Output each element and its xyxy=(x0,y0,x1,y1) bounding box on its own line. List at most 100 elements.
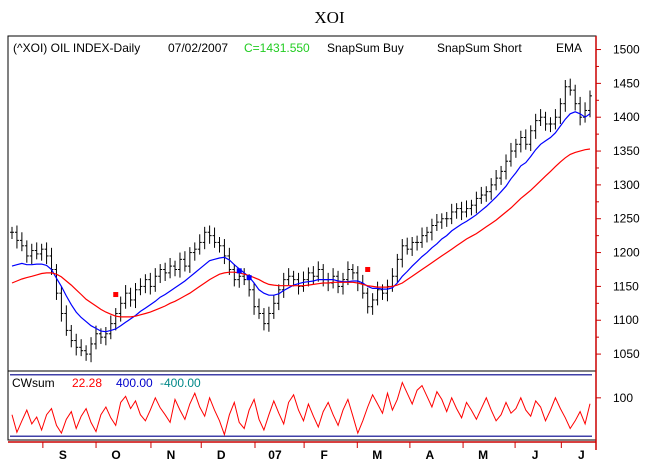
price-bar xyxy=(588,90,592,118)
page-title: XOI xyxy=(314,8,345,27)
price-bar xyxy=(316,261,321,282)
price-bar xyxy=(429,218,434,241)
cwsum-upper-value: 400.00 xyxy=(116,376,153,390)
price-tick-label: 1300 xyxy=(613,178,640,192)
price-bar xyxy=(257,298,262,319)
price-bar xyxy=(405,237,410,255)
price-bar xyxy=(153,268,158,292)
price-bar xyxy=(69,324,74,348)
price-bar xyxy=(103,327,108,346)
price-bar xyxy=(34,242,39,260)
price-tick-label: 1500 xyxy=(613,43,640,57)
price-bar xyxy=(494,170,499,191)
price-bar xyxy=(420,227,425,248)
price-bar xyxy=(143,274,148,294)
price-bar xyxy=(128,287,133,307)
price-bar xyxy=(563,79,568,112)
price-bar xyxy=(59,286,64,322)
price-tick-label: 1150 xyxy=(613,279,639,293)
price-bar xyxy=(173,260,178,277)
cwsum-label: CWsum xyxy=(12,376,55,390)
price-bar xyxy=(207,225,212,244)
price-bar xyxy=(197,234,202,255)
price-bar xyxy=(513,138,518,158)
price-bar xyxy=(400,239,405,268)
time-tick-label: A xyxy=(426,448,435,462)
price-bar xyxy=(573,84,578,111)
price-bar xyxy=(84,345,89,361)
price-bar xyxy=(133,283,138,309)
time-tick-label: O xyxy=(111,448,120,462)
price-bar xyxy=(424,226,429,243)
price-bar xyxy=(89,337,94,363)
price-bar xyxy=(365,287,370,314)
price-bar xyxy=(158,264,163,284)
price-bar xyxy=(375,281,380,306)
cwsum-axis-ticks: 100 xyxy=(596,391,633,405)
close-label: C=1431.550 xyxy=(244,41,310,55)
price-bar xyxy=(558,98,563,124)
price-bar xyxy=(528,125,533,152)
price-bar xyxy=(469,199,474,216)
signal-markers xyxy=(113,266,371,298)
price-bar-series xyxy=(10,78,592,363)
price-bar xyxy=(499,165,504,185)
price-bar xyxy=(340,272,345,295)
price-bar xyxy=(370,293,375,315)
price-bar xyxy=(395,253,400,284)
price-bar xyxy=(410,237,415,256)
time-tick-label: J xyxy=(578,448,585,462)
price-bar xyxy=(212,227,217,248)
date-label: 07/02/2007 xyxy=(168,41,228,55)
price-bar xyxy=(202,226,207,250)
price-tick-label: 1250 xyxy=(613,212,640,226)
price-tick-label: 1350 xyxy=(613,144,640,158)
price-bar xyxy=(252,283,257,315)
price-bar xyxy=(518,130,523,153)
price-bar xyxy=(148,272,153,295)
price-bar xyxy=(276,284,281,311)
price-bar xyxy=(222,239,227,265)
price-bar xyxy=(168,257,173,279)
price-bar xyxy=(242,268,247,286)
price-bar xyxy=(44,242,49,265)
price-bar xyxy=(484,186,489,202)
price-bar xyxy=(578,96,583,126)
snapsum-buy-label: SnapSum Buy xyxy=(327,41,404,55)
price-bar xyxy=(227,247,232,275)
price-tick-label: 1200 xyxy=(613,246,640,260)
price-bar xyxy=(508,142,513,167)
price-bar xyxy=(434,213,439,231)
price-bar xyxy=(306,267,311,287)
price-bar xyxy=(232,264,237,287)
price-bar xyxy=(301,271,306,292)
cwsum-value: 22.28 xyxy=(72,376,102,390)
price-bar xyxy=(123,285,128,309)
ema-slow-line xyxy=(11,148,591,318)
ema-label: EMA xyxy=(556,41,582,55)
cwsum-header: CWsum 22.28 400.00 -400.00 xyxy=(12,376,201,390)
price-bar xyxy=(261,308,266,331)
time-tick-label: M xyxy=(372,448,382,462)
price-bar xyxy=(29,243,34,265)
price-bar xyxy=(286,268,291,286)
symbol-label: (^XOI) OIL INDEX-Daily xyxy=(13,41,140,55)
price-bar xyxy=(14,225,19,249)
price-bar xyxy=(74,333,79,356)
price-bar xyxy=(163,262,168,281)
price-bar xyxy=(548,117,553,133)
price-bar xyxy=(415,235,420,251)
price-bar xyxy=(182,251,187,272)
price-bar xyxy=(138,278,143,296)
price-tick-label: 1450 xyxy=(613,76,640,90)
snapsum-buy-marker xyxy=(113,292,119,298)
price-bar xyxy=(444,211,449,227)
price-bar xyxy=(553,109,558,130)
snapsum-short-marker xyxy=(246,275,252,281)
price-bar xyxy=(489,178,494,200)
time-tick-label: J xyxy=(532,448,539,462)
price-bar xyxy=(504,154,509,180)
price-tick-label: 1050 xyxy=(613,347,640,361)
price-bar xyxy=(93,325,98,350)
price-bar xyxy=(177,252,182,278)
